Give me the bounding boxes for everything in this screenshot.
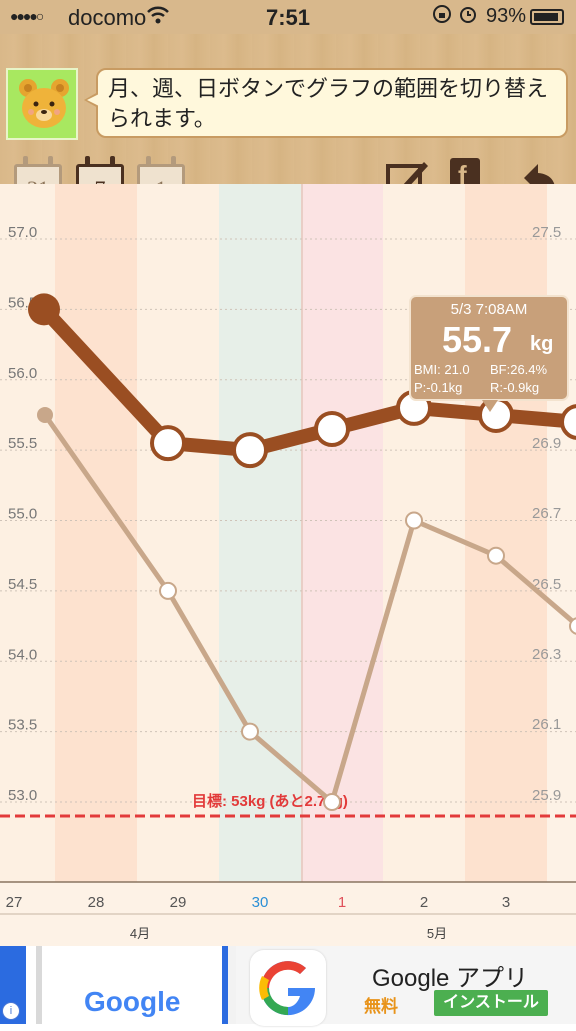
status-time: 7:51 [265,5,311,30]
google-app-icon [250,950,326,1026]
day-label: 29 [170,894,187,911]
right-axis-tick: 26.3 [532,646,561,663]
ad-banner[interactable]: i Google Google アプリ 無料 インストール [0,946,576,1026]
wifi-icon [146,4,170,32]
tooltip-unit: kg [530,333,553,355]
day-label: 30 [252,894,269,911]
bmi-point[interactable] [241,722,259,741]
tooltip-weight: 55.7 [442,319,512,360]
day-column[interactable] [137,184,219,882]
ad-right-panel[interactable]: Google アプリ 無料 インストール [236,946,576,1026]
install-button[interactable]: インストール [434,990,548,1016]
day-column[interactable] [301,184,383,882]
day-column[interactable] [465,184,547,882]
day-label: 27 [6,894,23,911]
day-label: 1 [338,894,346,911]
right-axis-tick: 26.7 [532,505,561,522]
day-label: 3 [502,894,510,911]
svg-text:f: f [458,160,467,190]
bmi-point[interactable] [159,581,177,600]
right-axis-tick: 26.5 [532,576,561,593]
left-axis-tick: 55.5 [8,435,37,452]
app-header: 月、週、日ボタンでグラフの範囲を切り替えられます。 31 7 1 f [0,34,576,206]
bear-icon [19,79,69,128]
left-axis-tick: 55.0 [8,506,37,523]
status-bar: ●●●●○ docomo 7:51 93% [0,0,576,34]
google-logo: Google [84,986,180,1018]
weight-point[interactable] [28,293,60,326]
rotation-lock-icon [432,4,452,29]
tooltip-p: P:-0.1kg [414,380,462,395]
goal-label: 目標: 53kg (あと2.7kg) [192,792,348,810]
bear-avatar [6,68,78,140]
ad-app-name: Google アプリ [372,965,529,992]
month-label: 5月 [427,926,447,941]
tooltip-pointer [482,400,498,412]
battery-percent: 93% [486,5,527,27]
alarm-icon [458,4,478,29]
left-axis-tick: 56.0 [8,365,37,382]
right-axis-tick: 25.9 [532,787,561,804]
bmi-point[interactable] [405,511,423,530]
tooltip-bmi: BMI: 21.0 [414,362,470,377]
day-column[interactable] [0,184,55,882]
weight-point[interactable] [314,411,350,448]
right-axis-tick: 26.9 [532,435,561,452]
tooltip-r: R:-0.9kg [490,380,539,395]
day-label: 2 [420,894,428,911]
tip-bubble: 月、週、日ボタンでグラフの範囲を切り替えられます。 [84,68,568,138]
weight-point[interactable] [560,404,576,440]
left-axis-tick: 53.0 [8,787,37,804]
day-label: 28 [88,894,105,911]
bmi-point [37,406,53,423]
day-column[interactable] [383,184,465,882]
left-axis-tick: 54.0 [8,646,37,663]
ad-info-icon[interactable]: i [2,1002,20,1020]
day-column[interactable] [219,184,301,882]
tooltip-bf: BF:26.4% [490,362,548,377]
month-label: 4月 [130,926,150,941]
weight-point[interactable] [150,425,186,462]
bmi-point[interactable] [323,793,341,811]
day-column[interactable] [55,184,137,882]
weight-point[interactable] [232,432,268,469]
tooltip-datetime: 5/3 7:08AM [451,301,528,318]
signal-strength: ●●●●○ [10,8,44,24]
ad-left-brand: Google [84,986,181,1017]
bmi-point[interactable] [487,546,505,565]
bmi-point[interactable] [569,617,576,635]
battery-icon [530,9,564,25]
weight-chart[interactable]: 57.056.556.055.555.054.554.053.553.027.5… [0,184,576,946]
back-arrow-icon[interactable] [518,156,566,204]
ad-left-panel[interactable]: i Google [0,946,228,1024]
carrier-name: docomo [68,5,147,30]
ad-price: 無料 [364,997,398,1016]
right-axis-tick: 27.5 [532,224,561,241]
left-axis-tick: 53.5 [8,717,37,734]
left-axis-tick: 54.5 [8,576,37,593]
right-axis-tick: 26.1 [532,716,561,733]
left-axis-tick: 57.0 [8,224,37,241]
